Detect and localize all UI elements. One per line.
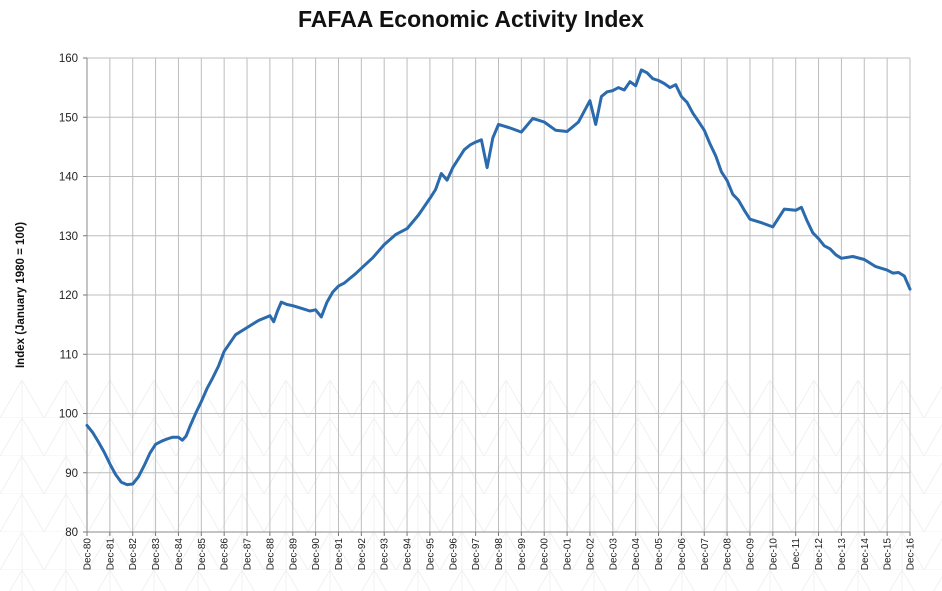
x-tick-label: Dec-02 (585, 538, 596, 571)
y-tick-label: 160 (59, 53, 78, 65)
x-tick-label: Dec-06 (677, 538, 688, 571)
x-tick-label: Dec-09 (745, 538, 756, 571)
x-tick-label: Dec-03 (608, 538, 619, 571)
y-tick-label: 150 (59, 112, 78, 124)
x-tick-label: Dec-84 (174, 538, 185, 571)
x-tick-label: Dec-92 (357, 538, 368, 571)
grid-lines (86, 57, 911, 533)
x-tick-label: Dec-00 (540, 538, 551, 571)
x-tick-label: Dec-90 (311, 538, 322, 571)
y-axis-ticks: 80 90 100 110 120 130 140 150 160 (59, 53, 87, 539)
x-tick-label: Dec-82 (128, 538, 139, 571)
x-tick-label: Dec-10 (768, 538, 779, 571)
x-tick-label: Dec-89 (288, 538, 299, 571)
x-tick-label: Dec-12 (814, 538, 825, 571)
x-tick-label: Dec-99 (517, 538, 528, 571)
x-tick-label: Dec-05 (654, 538, 665, 571)
y-tick-label: 130 (59, 231, 78, 243)
x-tick-label: Dec-91 (334, 538, 345, 571)
y-tick-label: 80 (65, 527, 78, 539)
x-tick-label: Dec-94 (403, 538, 414, 571)
x-tick-label: Dec-81 (105, 538, 116, 571)
x-tick-label: Dec-11 (791, 538, 802, 570)
x-tick-label: Dec-16 (906, 538, 917, 571)
data-series (85, 68, 912, 487)
x-tick-label: Dec-08 (723, 538, 734, 571)
x-tick-label: Dec-87 (243, 538, 254, 571)
x-tick-label: Dec-85 (197, 538, 208, 571)
x-tick-label: Dec-96 (448, 538, 459, 571)
y-tick-label: 120 (59, 290, 78, 302)
x-tick-label: Dec-14 (860, 538, 871, 571)
x-tick-label: Dec-97 (471, 538, 482, 571)
x-tick-label: Dec-01 (563, 538, 574, 571)
x-tick-label: Dec-86 (220, 538, 231, 571)
chart-title: FAFAA Economic Activity Index (298, 6, 644, 32)
x-tick-label: Dec-15 (883, 538, 894, 571)
y-axis-label: Index (January 1980 = 100) (15, 222, 27, 368)
x-tick-label: Dec-88 (265, 538, 276, 571)
x-tick-label: Dec-98 (494, 538, 505, 571)
x-tick-label: Dec-95 (425, 538, 436, 571)
x-tick-label: Dec-04 (631, 538, 642, 571)
x-tick-label: Dec-83 (151, 538, 162, 571)
x-tick-label: Dec-80 (83, 538, 94, 571)
y-tick-label: 110 (60, 349, 78, 361)
y-tick-label: 90 (65, 468, 78, 480)
x-tick-label: Dec-93 (380, 538, 391, 571)
x-tick-label: Dec-07 (700, 538, 711, 571)
x-tick-label: Dec-13 (837, 538, 848, 571)
y-tick-label: 100 (59, 409, 78, 421)
y-tick-label: 140 (59, 172, 78, 184)
index-series-line (85, 68, 912, 487)
x-axis-ticks: Dec-80 Dec-81 Dec-82 Dec-83 Dec-84 Dec-85 Dec-… (83, 532, 917, 570)
